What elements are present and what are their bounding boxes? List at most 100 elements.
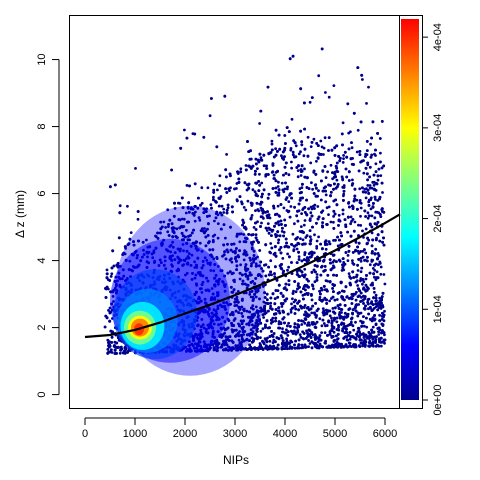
- scatter-point: [335, 338, 339, 341]
- scatter-point: [364, 191, 368, 194]
- scatter-point: [253, 190, 257, 194]
- scatter-point: [259, 109, 263, 113]
- scatter-point: [371, 267, 375, 270]
- scatter-point: [317, 74, 321, 78]
- scatter-point: [300, 140, 304, 144]
- scatter-point: [312, 287, 315, 291]
- scatter-point: [328, 242, 332, 246]
- scatter-point: [280, 181, 284, 185]
- scatter-point: [364, 155, 367, 158]
- scatter-point: [260, 181, 264, 185]
- scatter-point: [274, 233, 277, 236]
- scatter-point: [276, 295, 280, 299]
- scatter-point: [347, 201, 350, 205]
- scatter-point: [340, 132, 344, 136]
- scatter-point: [271, 341, 275, 344]
- scatter-point: [298, 333, 302, 336]
- scatter-point: [346, 230, 349, 234]
- scatter-point: [364, 277, 368, 281]
- scatter-point: [364, 196, 368, 200]
- scatter-point: [368, 165, 372, 169]
- scatter-point: [366, 184, 370, 187]
- scatter-point: [106, 338, 110, 342]
- scatter-point: [225, 153, 229, 156]
- scatter-point: [293, 322, 297, 326]
- scatter-point: [183, 128, 186, 132]
- scatter-point: [342, 261, 346, 264]
- scatter-point: [300, 343, 304, 347]
- scatter-point: [369, 142, 372, 146]
- scatter-point: [315, 273, 319, 276]
- scatter-point: [235, 232, 239, 236]
- scatter-point: [374, 154, 377, 157]
- scatter-point: [313, 280, 317, 284]
- scatter-point: [359, 259, 363, 263]
- scatter-point: [316, 307, 320, 311]
- scatter-point: [289, 205, 293, 208]
- scatter-point: [361, 282, 364, 286]
- scatter-point: [218, 184, 222, 187]
- scatter-point: [290, 117, 294, 121]
- scatter-point: [277, 191, 281, 195]
- scatter-point: [270, 171, 274, 174]
- scatter-point: [327, 213, 330, 217]
- scatter-point: [303, 267, 307, 271]
- scatter-point: [332, 266, 336, 269]
- scatter-point: [306, 135, 310, 139]
- scatter-point: [289, 147, 293, 150]
- scatter-point: [283, 165, 287, 169]
- scatter-point: [310, 141, 314, 144]
- scatter-point: [299, 150, 302, 154]
- scatter-point: [288, 215, 292, 219]
- scatter-point: [297, 282, 300, 285]
- scatter-point: [308, 342, 312, 345]
- scatter-point: [362, 315, 365, 318]
- scatter-point: [301, 208, 305, 212]
- scatter-point: [361, 78, 364, 81]
- scatter-point: [352, 328, 356, 332]
- scatter-point: [310, 96, 314, 99]
- scatter-point: [347, 272, 351, 275]
- scatter-point: [206, 186, 210, 190]
- scatter-point: [364, 152, 368, 156]
- scatter-point: [309, 161, 313, 165]
- scatter-point: [263, 263, 266, 267]
- scatter-point: [329, 163, 333, 167]
- scatter-point: [361, 186, 364, 190]
- scatter-point: [293, 312, 297, 315]
- scatter-point: [371, 325, 375, 329]
- scatter-point: [351, 218, 355, 221]
- scatter-point: [360, 266, 364, 270]
- scatter-point: [293, 325, 297, 329]
- scatter-point: [362, 324, 366, 328]
- scatter-point: [380, 301, 383, 305]
- scatter-point: [222, 211, 226, 214]
- scatter-point: [366, 189, 370, 192]
- scatter-point: [366, 298, 370, 301]
- scatter-point: [347, 147, 351, 151]
- scatter-point: [379, 272, 383, 276]
- scatter-point: [337, 213, 341, 217]
- scatter-point: [315, 245, 319, 248]
- scatter-point: [300, 212, 303, 216]
- scatter-point: [373, 290, 376, 294]
- scatter-point: [350, 302, 354, 305]
- scatter-point: [342, 189, 346, 193]
- scatter-point: [383, 282, 387, 286]
- scatter-point: [357, 223, 360, 227]
- scatter-point: [354, 320, 357, 324]
- scatter-point: [266, 222, 270, 226]
- scatter-point: [359, 270, 363, 274]
- scatter-point: [379, 336, 383, 340]
- scatter-point: [267, 226, 271, 230]
- scatter-point: [341, 178, 345, 182]
- scatter-point: [258, 122, 261, 125]
- scatter-point: [228, 189, 231, 193]
- scatter-point: [286, 334, 290, 337]
- scatter-point: [292, 244, 296, 248]
- scatter-point: [378, 313, 381, 317]
- scatter-point: [242, 319, 246, 323]
- scatter-point: [310, 346, 314, 350]
- scatter-point: [269, 242, 273, 245]
- scatter-point: [296, 175, 300, 179]
